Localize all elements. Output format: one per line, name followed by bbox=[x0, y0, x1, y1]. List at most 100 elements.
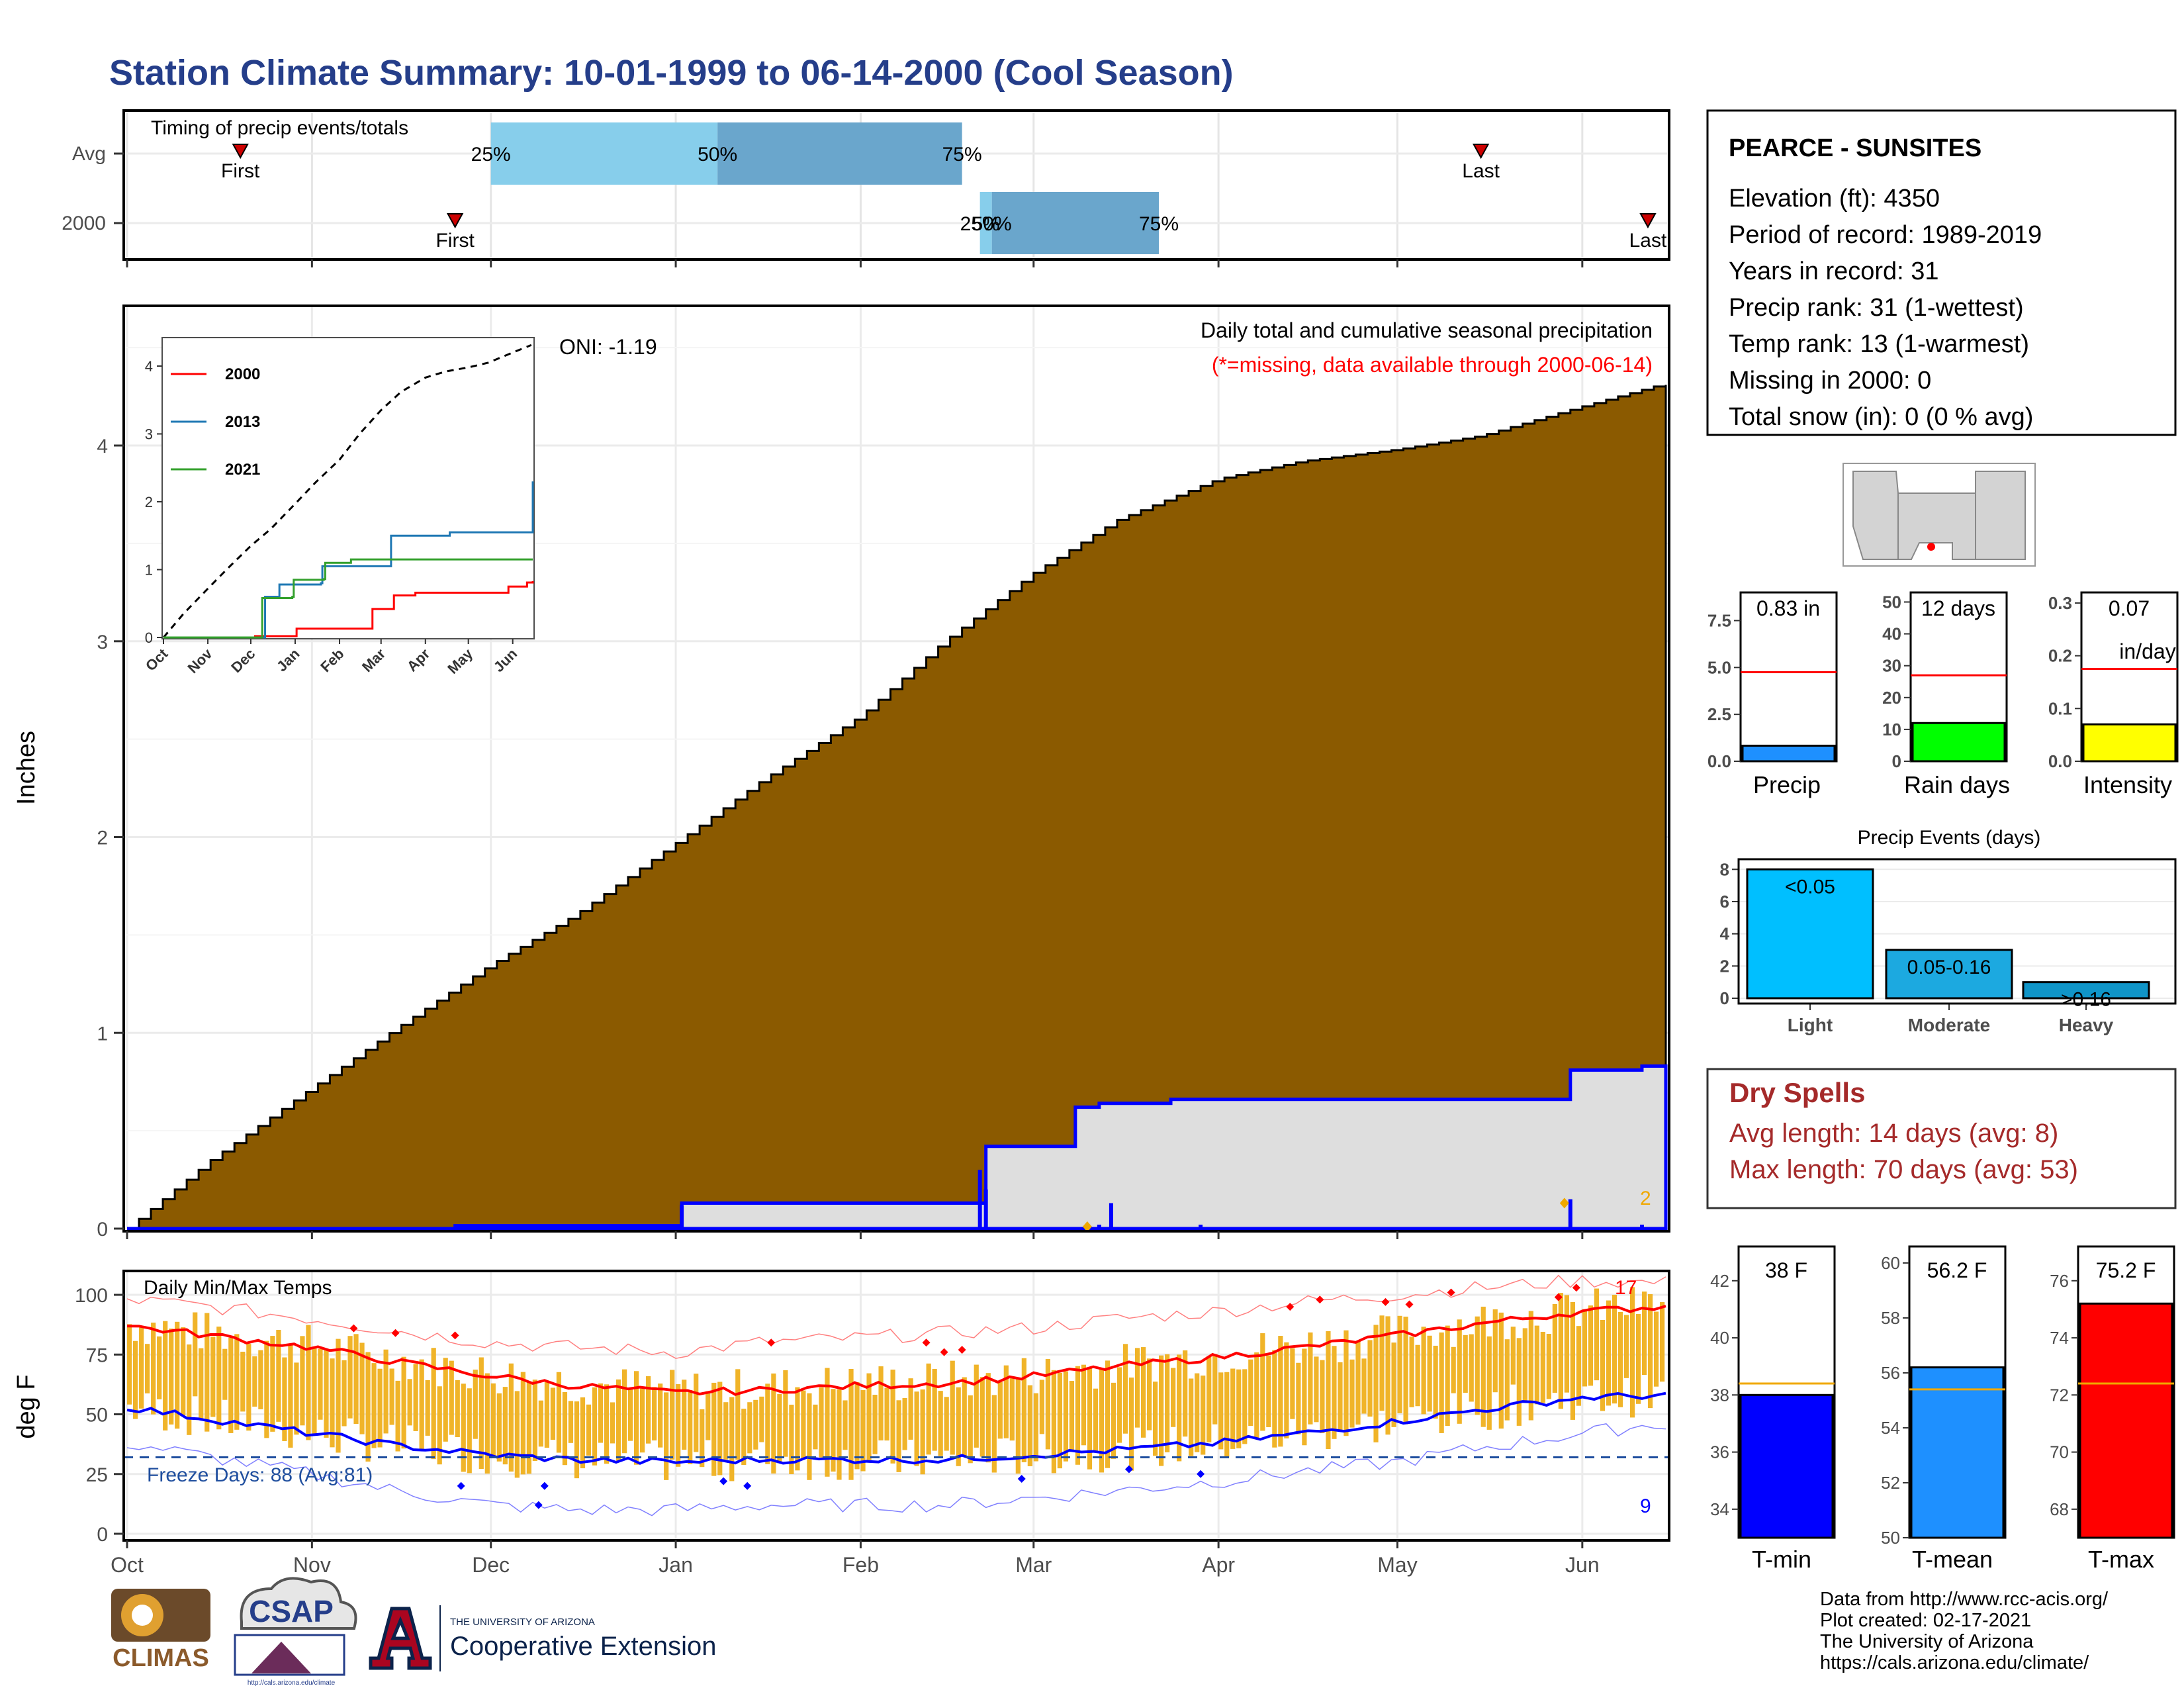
daily-temp-bar bbox=[1248, 1359, 1253, 1427]
timing-bar-50-75 bbox=[991, 192, 1160, 254]
daily-temp-bar bbox=[544, 1382, 550, 1448]
ua-big-text: Cooperative Extension bbox=[450, 1632, 716, 1661]
events-bar-label: <0.05 bbox=[1785, 876, 1835, 898]
daily-temp-bar bbox=[1165, 1354, 1170, 1452]
daily-temp-bar bbox=[807, 1393, 812, 1480]
daily-temp-bar bbox=[640, 1388, 645, 1453]
dry-spells-avg: Avg length: 14 days (avg: 8) bbox=[1729, 1119, 2058, 1148]
missing-count: 2 bbox=[1640, 1188, 1651, 1209]
inset-series-line bbox=[163, 581, 534, 639]
daily-temp-bar bbox=[1039, 1380, 1044, 1434]
timing-bar-50-75 bbox=[717, 122, 962, 185]
daily-temp-bar bbox=[306, 1325, 311, 1440]
daily-temp-bar bbox=[688, 1390, 693, 1464]
daily-temp-bar bbox=[777, 1394, 782, 1464]
precip-events-title: Precip Events (days) bbox=[1858, 827, 2041, 849]
daily-temp-bar bbox=[1093, 1388, 1099, 1452]
daily-temp-bar bbox=[282, 1357, 287, 1441]
precip-summary-tick-label: 10 bbox=[1882, 720, 1901, 739]
precip-y-tick-label: 0 bbox=[97, 1219, 108, 1241]
daily-temp-bar bbox=[395, 1380, 400, 1452]
record-high-marker bbox=[767, 1338, 776, 1347]
daily-temp-bar bbox=[1564, 1295, 1570, 1393]
daily-temp-bar bbox=[610, 1402, 615, 1444]
daily-temp-bar bbox=[1522, 1328, 1527, 1402]
daily-temp-bar bbox=[1397, 1315, 1402, 1413]
record-min-line bbox=[126, 1423, 1666, 1517]
page-title: Station Climate Summary: 10-01-1999 to 0… bbox=[109, 53, 1234, 93]
daily-temp-bar bbox=[1320, 1360, 1325, 1434]
station-info-line: Precip rank: 31 (1-wettest) bbox=[1729, 294, 2024, 322]
daily-temp-bar bbox=[705, 1391, 711, 1440]
daily-temp-bar bbox=[991, 1395, 997, 1473]
daily-temp-bar bbox=[514, 1391, 520, 1478]
daily-temp-bar bbox=[526, 1382, 531, 1474]
daily-temp-bar bbox=[1659, 1302, 1665, 1382]
daily-temp-bar bbox=[997, 1382, 1003, 1439]
precip-y-tick-label: 3 bbox=[97, 632, 108, 653]
daily-temp-bar bbox=[461, 1383, 466, 1472]
daily-temp-bar bbox=[1122, 1344, 1128, 1434]
temp-y-tick-label: 25 bbox=[86, 1464, 108, 1486]
temp-summary-value-bar bbox=[2079, 1302, 2173, 1539]
precip-summary-value: 12 days bbox=[1921, 596, 1995, 620]
daily-temp-bar bbox=[729, 1397, 735, 1481]
record-max-line bbox=[126, 1274, 1666, 1359]
daily-temp-bar bbox=[353, 1334, 359, 1425]
precip-summary-frame bbox=[1739, 591, 1838, 763]
precip-summary-value-unit: in/day bbox=[2119, 639, 2175, 663]
daily-temp-bar bbox=[240, 1351, 246, 1412]
precip-summary-value: 0.83 in bbox=[1756, 596, 1820, 620]
daily-temp-bar bbox=[753, 1399, 758, 1450]
precip-summary-tick-label: 2.5 bbox=[1707, 704, 1731, 724]
precip-y-tick-label: 2 bbox=[97, 827, 108, 849]
precip-summary-label: Rain days bbox=[1904, 771, 2010, 798]
daily-temp-bar bbox=[151, 1323, 156, 1415]
inset-y-tick-label: 1 bbox=[145, 562, 153, 579]
daily-temp-bar bbox=[1439, 1332, 1444, 1433]
daily-temp-bar bbox=[658, 1383, 663, 1448]
daily-temp-bar bbox=[1588, 1305, 1594, 1386]
inset-y-tick-label: 0 bbox=[145, 630, 153, 646]
daily-temp-bar bbox=[1296, 1362, 1301, 1434]
record-high-marker bbox=[958, 1346, 966, 1354]
daily-temp-bar bbox=[968, 1395, 973, 1464]
inset-series-line bbox=[163, 481, 534, 639]
daily-temp-bar bbox=[1201, 1375, 1206, 1455]
first-event-marker-label: First bbox=[435, 230, 475, 252]
daily-temp-bar bbox=[813, 1404, 818, 1450]
inset-series-line bbox=[163, 558, 533, 639]
daily-temp-bar bbox=[1409, 1336, 1414, 1407]
precip-summary-value: 0.07 bbox=[2109, 596, 2150, 620]
station-location-marker bbox=[1927, 543, 1935, 551]
daily-temp-bar bbox=[735, 1369, 741, 1460]
events-y-tick-label: 6 bbox=[1720, 892, 1729, 912]
precip-summary-tick-label: 0 bbox=[1892, 751, 1901, 771]
temp-summary-label: T-mean bbox=[1912, 1546, 1993, 1573]
daily-temp-bar bbox=[175, 1321, 180, 1429]
timing-bar-25-50 bbox=[979, 192, 992, 254]
temp-summary-tick-label: 38 bbox=[1710, 1385, 1729, 1405]
daily-temp-bar bbox=[1373, 1325, 1379, 1442]
daily-temp-bar bbox=[157, 1336, 162, 1399]
dry-spells-max: Max length: 70 days (avg: 53) bbox=[1729, 1155, 2078, 1184]
daily-temp-bar bbox=[163, 1321, 168, 1430]
daily-temp-bar bbox=[747, 1402, 752, 1454]
daily-temp-bar bbox=[979, 1377, 985, 1457]
precip-y-axis-label: Inches bbox=[13, 731, 40, 805]
daily-temp-bar bbox=[1069, 1381, 1075, 1452]
record-high-marker bbox=[1572, 1284, 1580, 1292]
record-low-marker bbox=[534, 1501, 543, 1509]
daily-temp-bar bbox=[914, 1391, 919, 1466]
events-y-tick-label: 0 bbox=[1720, 988, 1729, 1008]
inset-y-tick-label: 4 bbox=[145, 358, 153, 375]
daily-temp-bar bbox=[1326, 1331, 1331, 1450]
precip-summary-tick-label: 5.0 bbox=[1707, 657, 1731, 677]
daily-temp-bar bbox=[502, 1387, 508, 1465]
precip-summary-tick-label: 0.1 bbox=[2048, 698, 2072, 718]
temp-y-axis-label: deg F bbox=[13, 1374, 40, 1438]
station-info-line: Temp rank: 13 (1-warmest) bbox=[1729, 330, 2029, 358]
daily-temp-bar bbox=[896, 1400, 901, 1472]
inset-y-tick-label: 3 bbox=[145, 426, 153, 443]
daily-temp-bar bbox=[1159, 1355, 1164, 1466]
